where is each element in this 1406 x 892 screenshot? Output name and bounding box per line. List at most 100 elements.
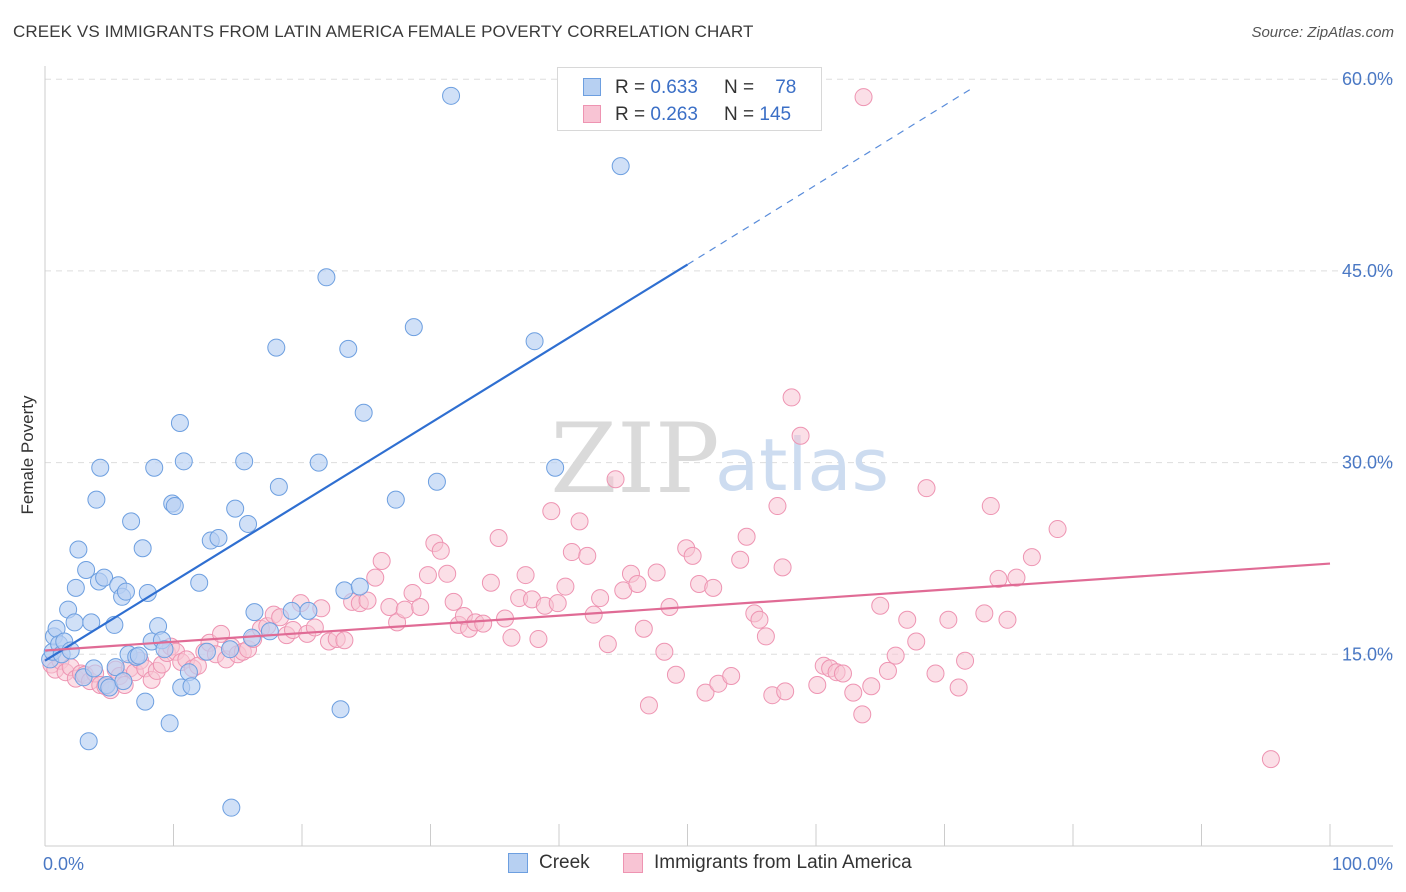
latin-america-point: [917, 479, 936, 498]
n-value-latin-america: 145: [759, 104, 792, 125]
latin-america-point: [542, 502, 561, 521]
creek-point: [317, 268, 336, 287]
series-creek-points: [41, 86, 630, 817]
creek-point: [116, 582, 135, 601]
latin-america-point: [776, 682, 795, 701]
latin-america-point: [782, 388, 801, 407]
latin-america-point: [833, 664, 852, 683]
latin-america-point: [358, 591, 377, 610]
creek-point: [260, 622, 279, 641]
n-value-creek: 78: [775, 77, 797, 98]
creek-trend-extension: [687, 88, 971, 266]
creek-point: [65, 613, 84, 632]
latin-america-point: [570, 512, 589, 531]
creek-point: [174, 452, 193, 471]
latin-america-point: [878, 661, 897, 680]
latin-america-point: [628, 575, 647, 594]
latin-america-point: [444, 592, 463, 611]
latin-america-point: [862, 677, 881, 696]
latin-america-point: [1022, 548, 1041, 567]
latin-america-point: [998, 610, 1017, 629]
creek-point: [133, 539, 152, 558]
latin-america-point: [380, 598, 399, 617]
creek-point: [170, 413, 189, 432]
creek-point: [106, 658, 125, 677]
creek-point: [525, 332, 544, 351]
axes: [44, 66, 1393, 847]
creek-point: [239, 514, 258, 533]
creek-point: [197, 642, 216, 661]
latin-america-point: [989, 569, 1008, 588]
legend-item-creek[interactable]: Creek: [508, 851, 598, 875]
creek-point: [114, 672, 133, 691]
latin-america-point: [956, 651, 975, 670]
latin-america-point: [598, 635, 617, 654]
latin-america-point: [606, 470, 625, 489]
x-tick-label-max: 100.0%: [1332, 854, 1393, 874]
latin-america-point: [853, 705, 872, 724]
latin-america-point: [418, 566, 437, 585]
legend-item-latin-america[interactable]: Immigrants from Latin America: [623, 851, 943, 875]
latin-america-point: [696, 683, 715, 702]
latin-america-point: [647, 563, 666, 582]
latin-america-point: [871, 596, 890, 615]
latin-america-point: [1261, 750, 1280, 769]
latin-america-point: [639, 696, 658, 715]
creek-point: [122, 512, 141, 531]
latin-america-point: [886, 646, 905, 665]
series-latin-america-points: [42, 88, 1280, 769]
n-label: N =: [724, 77, 755, 98]
creek-point: [209, 529, 228, 548]
latin-america-point: [704, 578, 723, 597]
creek-swatch: [583, 78, 601, 96]
creek-point: [427, 472, 446, 491]
creek-point: [95, 568, 114, 587]
creek-point: [350, 577, 369, 596]
latin-america-point: [411, 598, 430, 617]
r-label: R =: [615, 104, 646, 125]
creek-point: [226, 499, 245, 518]
latin-america-point: [666, 665, 685, 684]
latin-america-point: [808, 675, 827, 694]
creek-point: [77, 560, 96, 579]
y-tick-label: 30.0%: [1342, 453, 1393, 473]
latin-america-point: [737, 527, 756, 546]
latin-america-point: [756, 627, 775, 646]
creek-trend-line: [44, 263, 689, 662]
watermark-zip: ZIP: [550, 403, 719, 515]
creek-point: [267, 338, 286, 357]
y-tick-label: 15.0%: [1342, 644, 1393, 664]
latin-america-point: [403, 583, 422, 602]
creek-point: [354, 403, 373, 422]
creek-point: [299, 601, 318, 620]
source-label: Source: ZipAtlas.com: [1251, 24, 1394, 41]
latin-america-point: [516, 566, 535, 585]
trend-lines: [44, 88, 1331, 662]
latin-america-point: [898, 610, 917, 629]
creek-point: [339, 339, 358, 358]
creek-point: [190, 573, 209, 592]
creek-point: [282, 601, 301, 620]
creek-point: [136, 692, 155, 711]
latin-america-point: [438, 564, 457, 583]
latin-america-point: [949, 678, 968, 697]
creek-point: [155, 640, 174, 659]
latin-america-point: [431, 541, 450, 560]
creek-point: [145, 458, 164, 477]
creek-point: [269, 477, 288, 496]
latin-america-point: [395, 600, 414, 619]
r-value-creek: 0.633: [650, 77, 698, 98]
creek-point: [546, 458, 565, 477]
r-label: R =: [615, 77, 646, 98]
latin-america-point: [907, 632, 926, 651]
latin-america-point: [529, 629, 548, 648]
creek-point: [79, 732, 98, 751]
x-tick-label-min: 0.0%: [43, 854, 84, 874]
stats-row-creek: R = 0.633 N = 78: [558, 75, 821, 101]
creek-point: [221, 640, 240, 659]
creek-point: [442, 86, 461, 105]
creek-point: [84, 659, 103, 678]
creek-point: [129, 646, 148, 665]
latin-america-point: [591, 589, 610, 608]
